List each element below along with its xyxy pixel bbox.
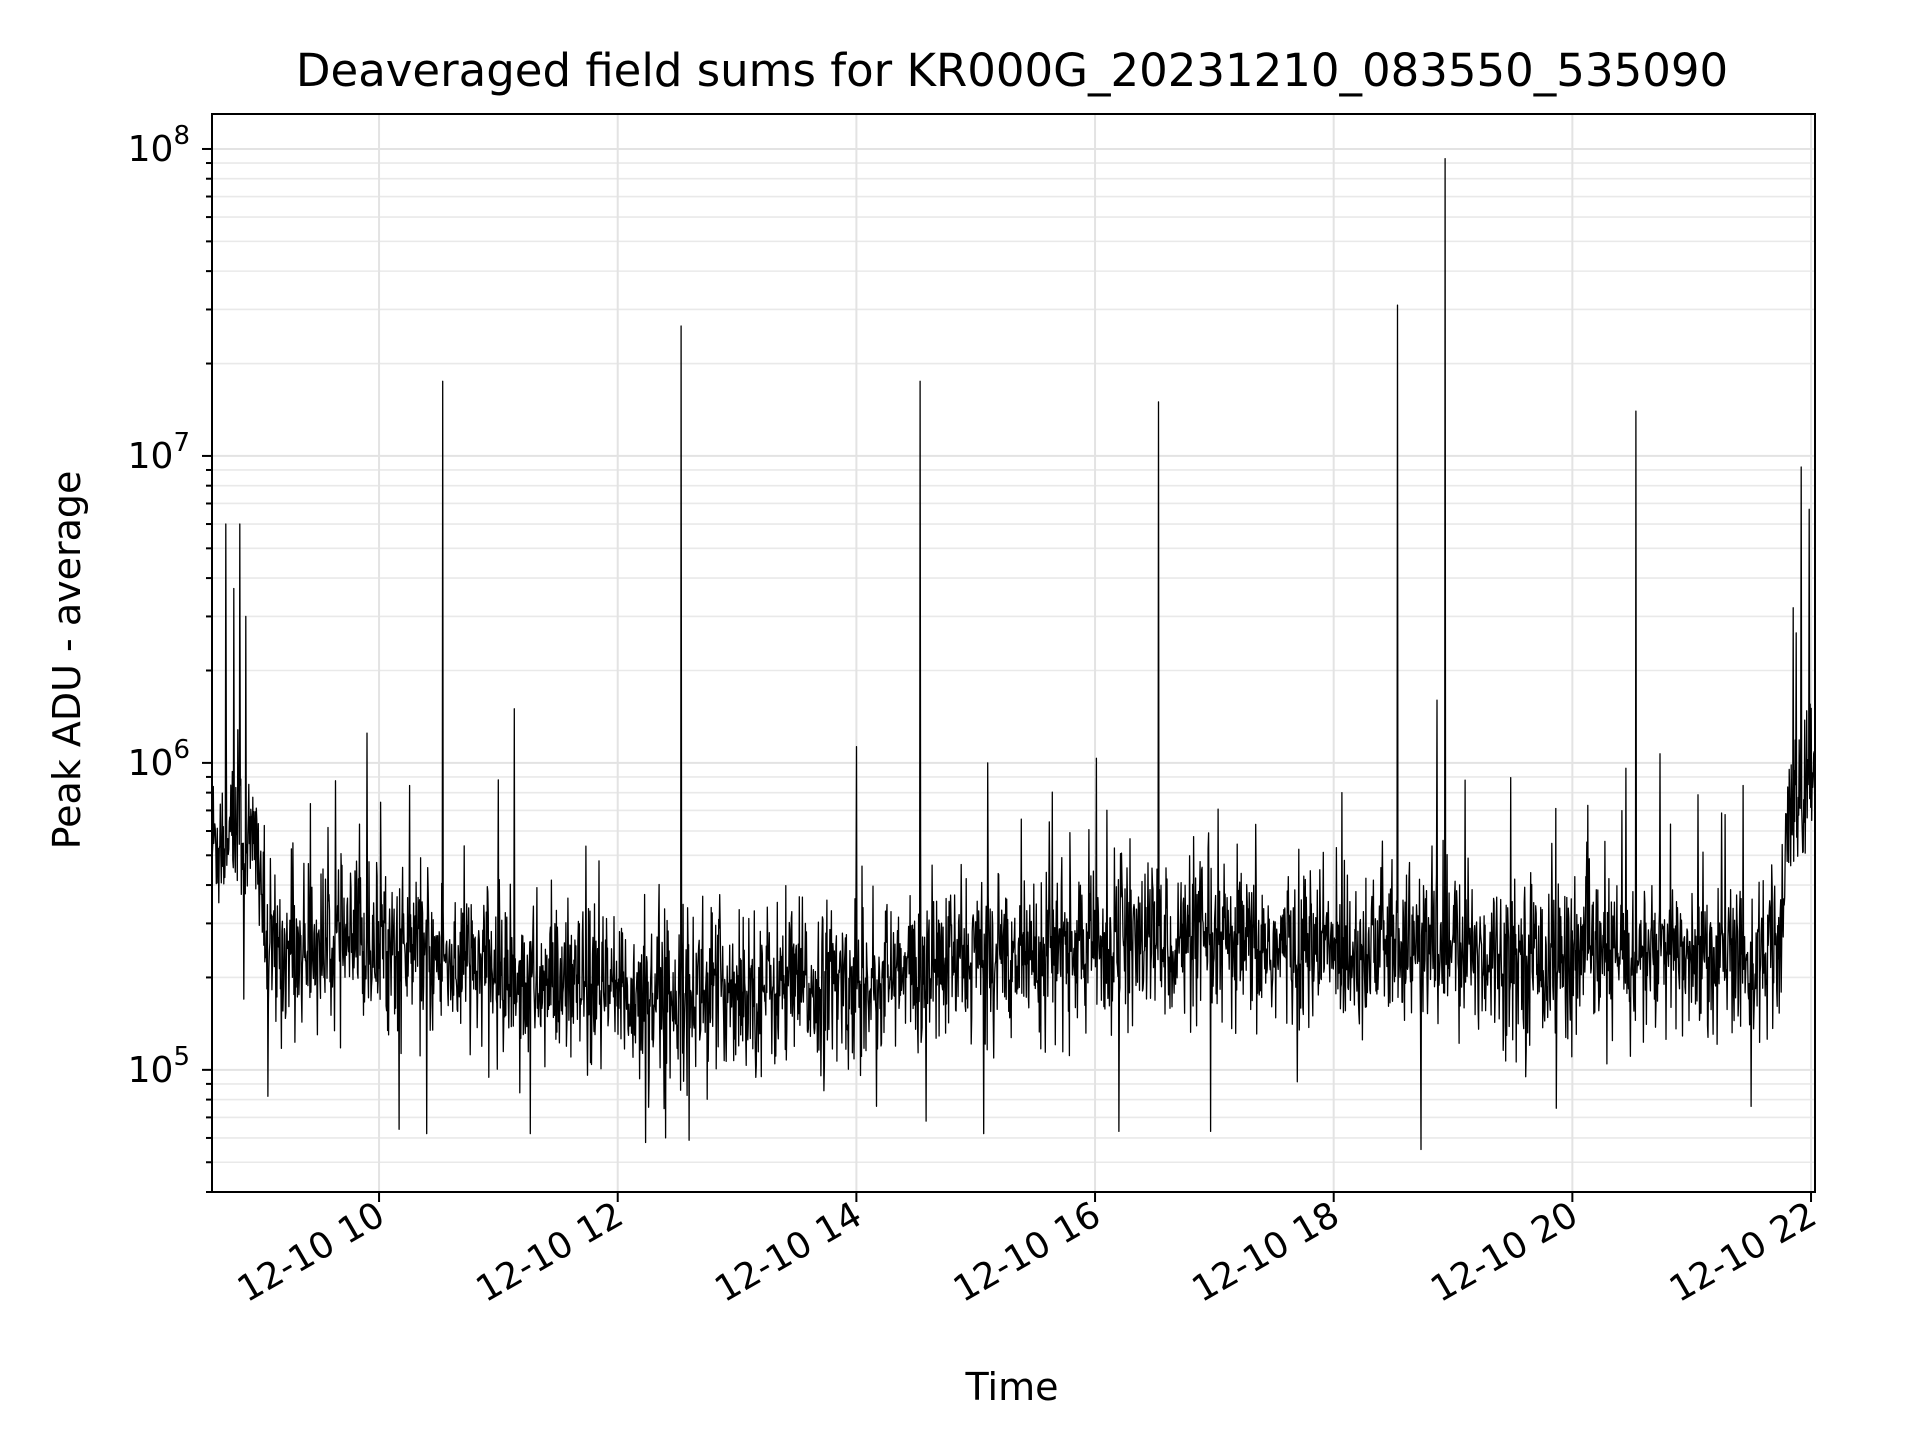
x-axis-label: Time	[965, 1365, 1059, 1409]
chart-title: Deaveraged field sums for KR000G_2023121…	[296, 44, 1728, 97]
grid	[212, 114, 1815, 1193]
y-axis: 105 106 107 108	[128, 121, 212, 1193]
y-tick-label: 105	[128, 1042, 190, 1091]
series-line	[211, 158, 1816, 1151]
y-axis-label: Peak ADU - average	[45, 471, 89, 850]
y-tick-label: 108	[128, 121, 190, 170]
y-tick-label: 106	[128, 735, 190, 784]
y-tick-label: 107	[128, 428, 190, 477]
axes-frame	[211, 113, 1816, 1193]
plot-area	[211, 158, 1816, 1151]
